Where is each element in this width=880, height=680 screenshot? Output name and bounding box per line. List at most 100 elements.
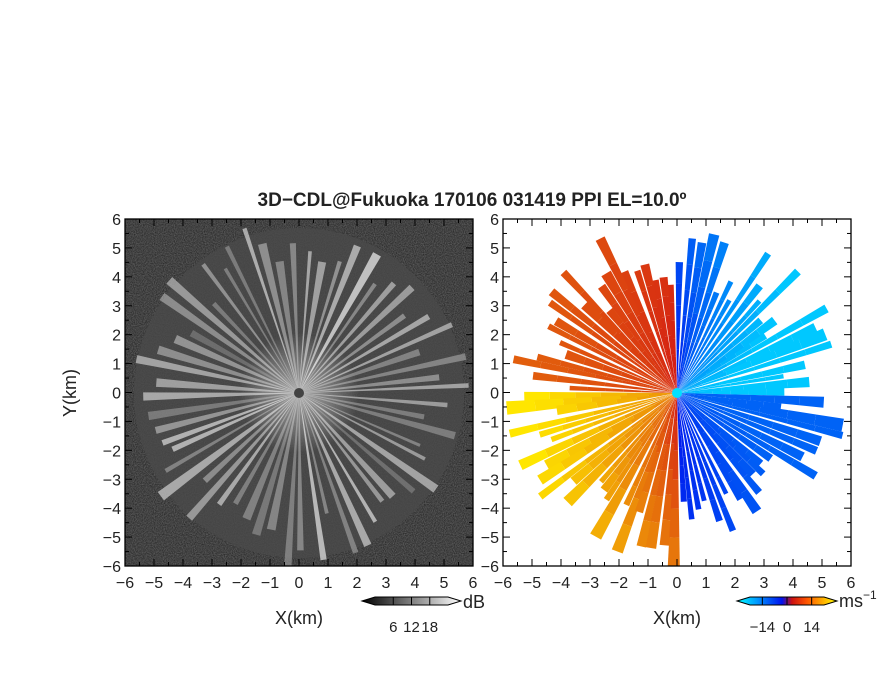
- velocity-beam-segment: [795, 429, 823, 446]
- velocity-beam-segment: [731, 406, 761, 416]
- velocity-beam-segment: [595, 236, 617, 267]
- velocity-beam-segment: [671, 393, 677, 419]
- velocity-beam-segment: [632, 404, 656, 419]
- velocity-beam-segment: [612, 451, 628, 469]
- velocity-beam-segment: [696, 456, 708, 480]
- velocity-beam-segment: [814, 414, 844, 432]
- velocity-beam-segment: [720, 352, 738, 366]
- velocity-beam-segment: [677, 393, 685, 415]
- velocity-beam-segment: [560, 269, 585, 295]
- velocity-beam-segment: [677, 393, 702, 402]
- velocity-beam-segment: [673, 356, 677, 376]
- x-tick-label: −5: [145, 575, 163, 592]
- velocity-beam-segment: [745, 399, 765, 408]
- velocity-beam-segment: [689, 342, 699, 360]
- velocity-beam-segment: [684, 342, 695, 369]
- velocity-beam-segment: [685, 477, 692, 499]
- y-tick-label: 5: [490, 241, 499, 258]
- velocity-beam-segment: [613, 291, 633, 316]
- velocity-beam-segment: [677, 393, 687, 417]
- velocity-beam-segment: [689, 412, 706, 434]
- velocity-beam-segment: [722, 411, 748, 424]
- velocity-beam-segment: [705, 266, 721, 294]
- velocity-beam-segment: [547, 299, 573, 321]
- velocity-beam-segment: [779, 442, 805, 462]
- velocity-beam-segment: [618, 331, 641, 354]
- velocity-beam-segment: [634, 269, 647, 292]
- velocity-beam-segment: [599, 310, 622, 335]
- velocity-beam-segment: [656, 393, 677, 397]
- velocity-beam-segment: [632, 466, 646, 488]
- velocity-beam-segment: [736, 310, 760, 334]
- velocity-beam-segment: [671, 354, 676, 374]
- velocity-beam-segment: [538, 425, 564, 438]
- velocity-beam-segment: [740, 489, 762, 515]
- velocity-beam-segment: [653, 393, 677, 411]
- velocity-beam-segment: [709, 498, 723, 523]
- velocity-beam-segment: [651, 408, 666, 427]
- velocity-beam-segment: [664, 393, 677, 410]
- velocity-beam-segment: [730, 301, 749, 324]
- velocity-beam-segment: [677, 393, 701, 404]
- velocity-beam-segment: [678, 341, 684, 368]
- velocity-beam-segment: [568, 335, 593, 351]
- velocity-beam-segment: [790, 459, 818, 480]
- velocity-beam-segment: [716, 319, 735, 341]
- velocity-beam-segment: [564, 350, 586, 365]
- velocity-beam-segment: [690, 409, 706, 427]
- velocity-beam-segment: [677, 367, 682, 393]
- velocity-beam-segment: [685, 428, 692, 448]
- right-colorbar-unit: ms−1: [839, 588, 877, 611]
- velocity-beam-segment: [607, 405, 632, 416]
- velocity-beam-segment: [670, 371, 677, 393]
- velocity-beam-segment: [536, 417, 567, 431]
- y-tick-label: −4: [103, 501, 121, 518]
- velocity-beam-segment: [655, 419, 668, 447]
- velocity-beam-segment: [601, 270, 622, 296]
- velocity-beam-segment: [692, 367, 711, 382]
- velocity-beam-segment: [708, 459, 720, 478]
- y-tick-label: −1: [481, 414, 499, 431]
- velocity-beam-segment: [716, 441, 734, 461]
- velocity-beam-segment: [662, 351, 671, 373]
- velocity-beam-segment: [814, 425, 844, 439]
- velocity-beam-segment: [569, 385, 588, 391]
- right-x-axis-label: X(km): [653, 608, 701, 628]
- x-tick-label: −3: [581, 575, 599, 592]
- velocity-beam-segment: [681, 435, 686, 457]
- velocity-beam-segment: [635, 491, 649, 514]
- velocity-beam-segment: [606, 373, 631, 383]
- y-tick-label: 6: [490, 212, 499, 229]
- velocity-beam-segment: [653, 393, 677, 409]
- velocity-beam-segment: [712, 383, 731, 389]
- velocity-beam-segment: [677, 367, 686, 393]
- velocity-beam-segment: [714, 450, 734, 474]
- velocity-beam-segment: [597, 415, 626, 432]
- velocity-beam-segment: [661, 444, 671, 471]
- velocity-beam-segment: [680, 483, 687, 502]
- velocity-beam-segment: [689, 470, 698, 491]
- velocity-beam-segment: [624, 320, 642, 341]
- velocity-beam-segment: [597, 316, 618, 337]
- velocity-beam-segment: [755, 289, 781, 314]
- velocity-beam-segment: [576, 401, 598, 412]
- velocity-beam-segment: [672, 338, 676, 358]
- velocity-beam-segment: [695, 325, 706, 344]
- velocity-beam-segment: [691, 317, 703, 344]
- velocity-beam-segment: [726, 348, 753, 367]
- velocity-beam-segment: [641, 350, 656, 367]
- velocity-beam-segment: [648, 393, 677, 401]
- velocity-beam-segment: [508, 423, 539, 438]
- velocity-beam-segment: [607, 420, 633, 439]
- velocity-beam-segment: [774, 339, 803, 358]
- x-tick-label: 4: [789, 575, 798, 592]
- velocity-beam-segment: [728, 366, 755, 378]
- velocity-beam-segment: [707, 291, 720, 311]
- velocity-beam-segment: [602, 364, 623, 376]
- velocity-beam-segment: [677, 369, 693, 393]
- velocity-beam-segment: [725, 360, 753, 376]
- velocity-beam-segment: [697, 482, 707, 502]
- velocity-beam-segment: [537, 461, 566, 485]
- left-y-axis-label: Y(km): [60, 369, 80, 417]
- velocity-beam-segment: [703, 346, 720, 363]
